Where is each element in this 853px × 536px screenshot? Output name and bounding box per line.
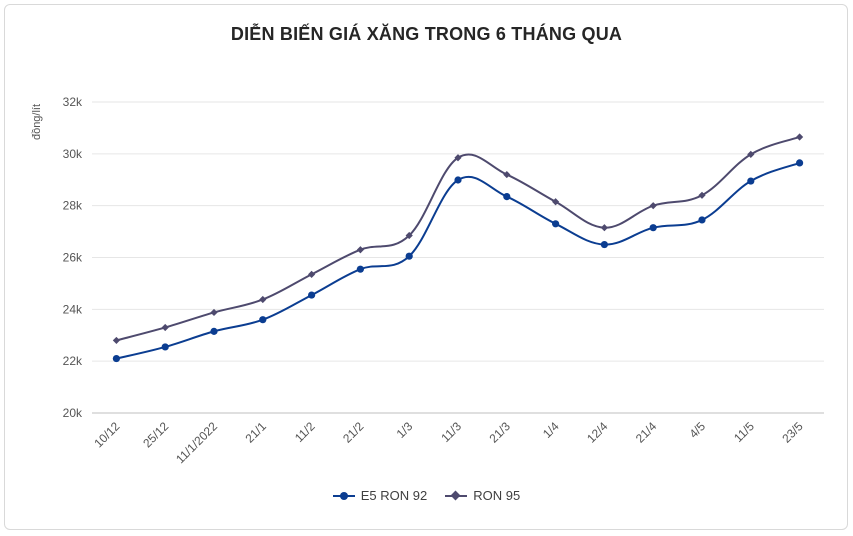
chart-title: DIỄN BIẾN GIÁ XĂNG TRONG 6 THÁNG QUA	[230, 24, 623, 44]
y-tick-label: 28k	[63, 199, 83, 213]
y-tick-label: 24k	[63, 302, 83, 316]
x-tick-label: 21/1	[243, 419, 270, 446]
data-point-1-0	[112, 336, 120, 345]
data-point-0-1	[161, 343, 169, 351]
data-point-1-5	[356, 246, 364, 254]
x-tick-label: 21/3	[487, 419, 514, 446]
data-point-1-13	[747, 150, 755, 158]
x-tick-label: 10/12	[91, 419, 122, 450]
circle-marker-icon	[332, 491, 355, 501]
data-point-0-2	[210, 327, 218, 335]
data-point-1-2	[210, 308, 218, 317]
x-tick-label: 11/1/2022	[173, 419, 220, 466]
legend-label-e5: E5 RON 92	[360, 488, 428, 503]
series-lines	[116, 136, 800, 360]
y-axis-label: đồng/lít	[31, 104, 43, 140]
legend-item-ron95: RON 95	[445, 488, 520, 503]
data-point-0-5	[356, 265, 364, 273]
data-point-1-14	[796, 133, 804, 141]
x-tick-label: 11/5	[731, 419, 757, 445]
data-point-0-14	[796, 159, 804, 167]
data-point-1-1	[161, 323, 169, 332]
y-axis-ticks: 20k 22k 24k 26k 28k 30k 32k	[63, 95, 83, 420]
y-tick-label: 20k	[63, 406, 83, 420]
x-tick-label: 12/4	[584, 419, 611, 446]
diamond-marker-icon	[445, 490, 468, 501]
x-tick-label: 4/5	[686, 419, 708, 441]
x-tick-label: 25/12	[140, 419, 171, 450]
data-point-1-12	[698, 191, 706, 199]
x-tick-label: 11/3	[438, 419, 464, 445]
data-point-0-13	[747, 177, 755, 185]
data-point-0-0	[112, 354, 120, 363]
data-point-1-6	[405, 231, 413, 240]
x-tick-label: 21/2	[340, 419, 367, 446]
x-tick-label: 1/4	[540, 419, 562, 441]
chart-frame	[4, 4, 848, 530]
data-point-1-3	[259, 295, 267, 304]
data-point-0-10	[600, 240, 609, 249]
series-points	[112, 133, 804, 363]
data-point-0-3	[259, 316, 267, 324]
x-axis-ticks: 10/12 25/12 11/1/2022 21/1 11/2 21/2 1/3 11/3 21…	[91, 419, 806, 466]
legend: E5 RON 92 RON 95	[0, 488, 853, 503]
gridlines	[92, 101, 824, 414]
legend-label-ron95: RON 95	[473, 488, 521, 503]
legend-item-e5: E5 RON 92	[332, 488, 428, 503]
data-point-0-11	[649, 224, 657, 232]
x-tick-label: 23/5	[779, 419, 806, 446]
y-tick-label: 32k	[63, 95, 83, 109]
data-point-0-8	[503, 192, 511, 201]
data-point-0-7	[454, 176, 462, 184]
x-tick-label: 1/3	[394, 419, 416, 441]
y-tick-label: 30k	[63, 147, 83, 161]
data-point-1-8	[503, 170, 511, 179]
data-point-0-12	[698, 216, 706, 224]
data-point-0-9	[552, 220, 560, 228]
data-point-1-4	[308, 270, 316, 278]
data-point-0-6	[405, 252, 413, 260]
data-point-1-10	[600, 224, 608, 232]
data-point-1-9	[552, 198, 560, 206]
x-tick-label: 11/2	[292, 419, 318, 445]
data-point-1-7	[454, 154, 462, 162]
series-line-1	[116, 136, 800, 342]
series-line-0	[116, 161, 800, 360]
y-tick-label: 22k	[63, 354, 83, 368]
x-tick-label: 21/4	[633, 419, 660, 446]
data-point-1-11	[649, 202, 657, 210]
data-point-0-4	[308, 291, 316, 299]
y-tick-label: 26k	[63, 251, 83, 265]
